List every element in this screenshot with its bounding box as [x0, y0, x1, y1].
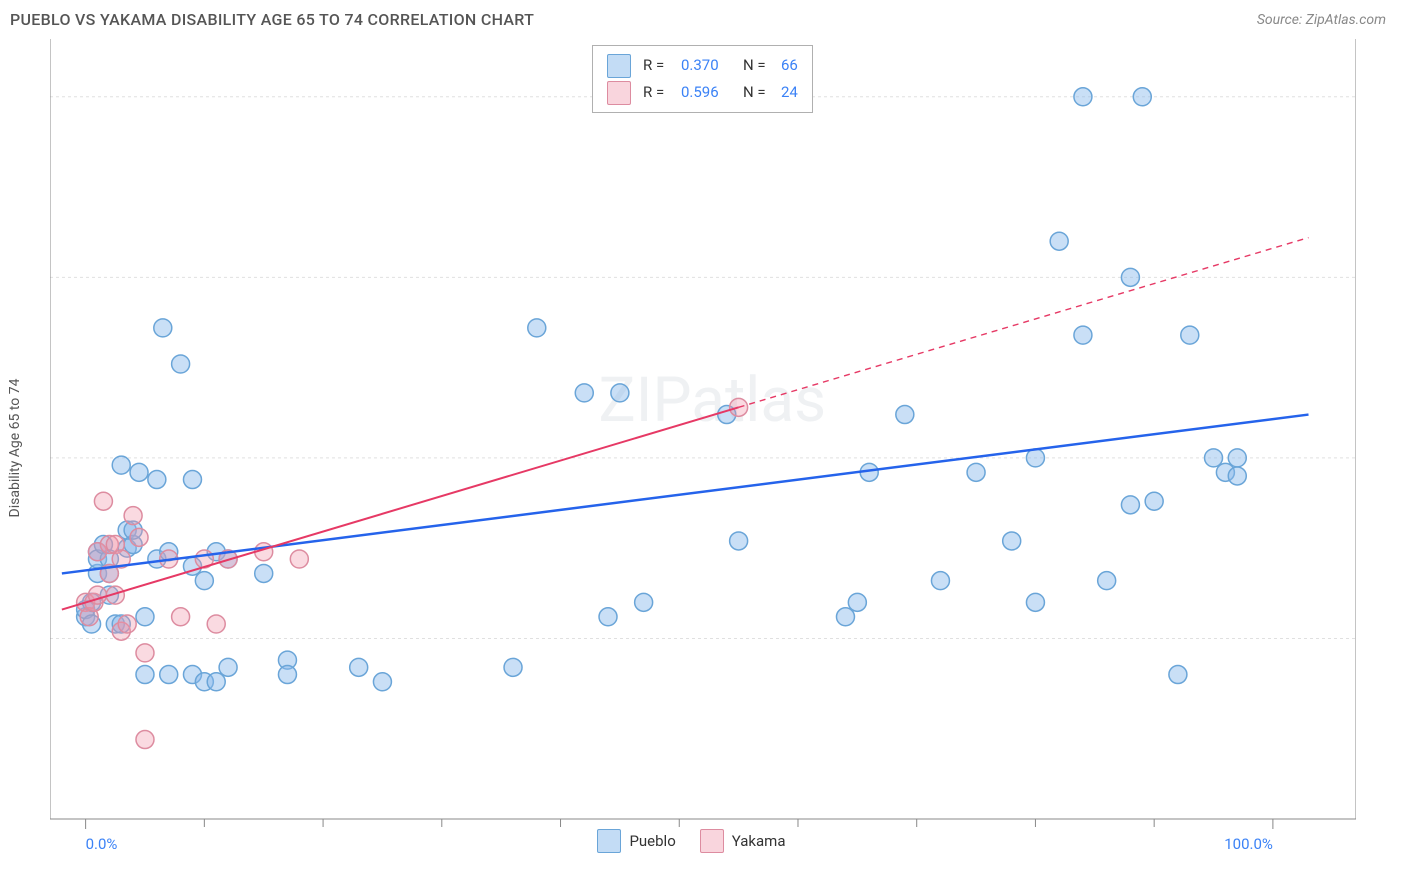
- chart-source: Source: ZipAtlas.com: [1257, 12, 1386, 28]
- data-point: [136, 608, 154, 626]
- y-tick-label: 100.0%: [1355, 88, 1356, 106]
- chart-header: PUEBLO VS YAKAMA DISABILITY AGE 65 TO 74…: [0, 0, 1406, 34]
- data-point: [1098, 572, 1116, 590]
- data-point: [848, 593, 866, 611]
- legend-item: Yakama: [700, 829, 786, 853]
- chart-area: ZIPatlas0.0%100.0%25.0%50.0%75.0%100.0%R…: [50, 39, 1406, 883]
- legend-r-value: 0.370: [681, 52, 743, 79]
- data-point: [1026, 449, 1044, 467]
- data-point: [1205, 449, 1223, 467]
- legend-r-label: R =: [643, 79, 681, 106]
- x-tick-label: 0.0%: [86, 835, 118, 853]
- data-point: [278, 666, 296, 684]
- legend-stats: R = 0.370N = 66 R = 0.596N = 24: [592, 45, 852, 115]
- legend-series: Pueblo Yakama: [585, 829, 885, 865]
- data-point: [1228, 467, 1246, 485]
- data-point: [255, 564, 273, 582]
- data-point: [373, 673, 391, 691]
- legend-n-label: N =: [743, 79, 781, 106]
- data-point: [611, 384, 629, 402]
- chart-title: PUEBLO VS YAKAMA DISABILITY AGE 65 TO 74…: [10, 10, 534, 29]
- trendline-extrapolated: [739, 238, 1309, 408]
- data-point: [1121, 268, 1139, 286]
- data-point: [160, 666, 178, 684]
- data-point: [154, 319, 172, 337]
- x-tick-label: 100.0%: [1224, 835, 1273, 853]
- data-point: [136, 644, 154, 662]
- legend-n-label: N =: [743, 52, 781, 79]
- data-point: [836, 608, 854, 626]
- data-point: [207, 673, 225, 691]
- data-point: [195, 572, 213, 590]
- data-point: [1228, 449, 1246, 467]
- data-point: [290, 550, 308, 568]
- data-point: [124, 507, 142, 525]
- trendline: [62, 407, 739, 609]
- legend-swatch: [597, 829, 621, 853]
- data-point: [1074, 326, 1092, 344]
- legend-swatch: [607, 54, 631, 78]
- data-point: [1026, 593, 1044, 611]
- data-point: [635, 593, 653, 611]
- data-point: [207, 615, 225, 633]
- data-point: [1050, 232, 1068, 250]
- watermark: ZIPatlas: [599, 364, 827, 437]
- data-point: [1181, 326, 1199, 344]
- legend-r-value: 0.596: [681, 79, 743, 106]
- data-point: [1169, 666, 1187, 684]
- data-point: [1121, 496, 1139, 514]
- legend-r-label: R =: [643, 52, 681, 79]
- y-axis-label: Disability Age 65 to 74: [7, 379, 23, 518]
- data-point: [599, 608, 617, 626]
- data-point: [112, 456, 130, 474]
- data-point: [967, 463, 985, 481]
- legend-n-value: 66: [781, 52, 798, 79]
- data-point: [528, 319, 546, 337]
- scatter-chart: ZIPatlas0.0%100.0%25.0%50.0%75.0%100.0%R…: [50, 39, 1356, 879]
- data-point: [504, 658, 522, 676]
- data-point: [1074, 88, 1092, 106]
- data-point: [1133, 88, 1151, 106]
- legend-label: Yakama: [732, 832, 786, 850]
- data-point: [896, 406, 914, 424]
- data-point: [350, 658, 368, 676]
- data-point: [1003, 532, 1021, 550]
- data-point: [1145, 492, 1163, 510]
- data-point: [730, 532, 748, 550]
- data-point: [219, 658, 237, 676]
- data-point: [136, 666, 154, 684]
- data-point: [172, 608, 190, 626]
- data-point: [130, 463, 148, 481]
- legend-n-value: 24: [781, 79, 798, 106]
- data-point: [148, 471, 166, 489]
- data-point: [136, 731, 154, 749]
- data-point: [130, 528, 148, 546]
- data-point: [172, 355, 190, 373]
- data-point: [575, 384, 593, 402]
- data-point: [118, 615, 136, 633]
- trendline: [62, 415, 1309, 574]
- legend-swatch: [607, 81, 631, 105]
- legend-item: Pueblo: [597, 829, 675, 853]
- data-point: [931, 572, 949, 590]
- legend-label: Pueblo: [629, 832, 675, 850]
- legend-swatch: [700, 829, 724, 853]
- data-point: [183, 471, 201, 489]
- data-point: [94, 492, 112, 510]
